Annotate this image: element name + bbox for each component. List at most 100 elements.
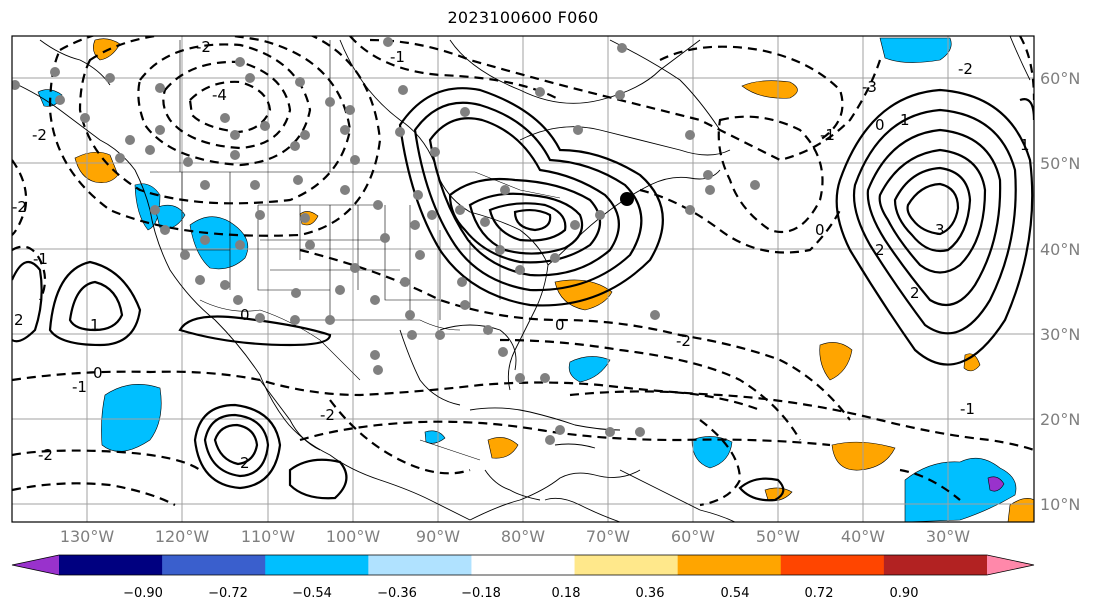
positive-area bbox=[487, 437, 519, 459]
lon-label: 90°W bbox=[416, 527, 460, 546]
negative-contour bbox=[162, 60, 292, 150]
contour-label: -1 bbox=[960, 400, 975, 418]
lon-label: 100°W bbox=[326, 527, 381, 546]
colorbar-tick: −0.18 bbox=[461, 586, 501, 601]
contour-label: -2 bbox=[12, 198, 27, 216]
negative-contour bbox=[329, 399, 471, 475]
negative-contour bbox=[188, 80, 272, 134]
contour-label: -1 bbox=[33, 250, 48, 268]
colorbar-segment bbox=[162, 555, 266, 575]
contour-label: -2 bbox=[38, 446, 53, 464]
colorbar-tick: −0.72 bbox=[208, 586, 248, 601]
colorbar-segment bbox=[471, 555, 576, 575]
negative-area bbox=[691, 436, 733, 469]
contour-label: -2 bbox=[196, 38, 211, 56]
positive-area bbox=[819, 342, 853, 381]
lon-label: 80°W bbox=[501, 527, 545, 546]
positive-contour bbox=[488, 202, 567, 242]
contour-label: -4 bbox=[212, 86, 227, 104]
negative-contour bbox=[12, 245, 47, 301]
colorbar-outline bbox=[11, 554, 1035, 576]
positive-contour bbox=[835, 88, 1034, 366]
lat-label: 10°N bbox=[1040, 495, 1080, 514]
contours bbox=[12, 87, 1034, 502]
contour-label: 3 bbox=[935, 221, 945, 239]
colorbar-segment bbox=[677, 555, 782, 575]
positive-contour bbox=[193, 403, 282, 490]
lon-label: 50°W bbox=[756, 527, 800, 546]
positive-area bbox=[74, 151, 119, 183]
lon-label: 120°W bbox=[155, 527, 210, 546]
contour-labels: -2 -4 -1 -3 -2 -1 0 1 2 3 1 0 -2 -1 -1 2… bbox=[12, 38, 1030, 472]
contour-label: -2 bbox=[32, 126, 47, 144]
colorbar-segment bbox=[368, 555, 472, 575]
negative-contour bbox=[639, 188, 841, 254]
positive-contour bbox=[893, 166, 972, 253]
colorbar-segment bbox=[574, 555, 679, 575]
colorbar-tick: −0.54 bbox=[292, 586, 332, 601]
positive-contour bbox=[48, 260, 142, 347]
contour-label: 0 bbox=[93, 364, 103, 382]
negative-contours bbox=[12, 36, 1034, 507]
lon-label: 70°W bbox=[586, 527, 630, 546]
positive-contour bbox=[448, 177, 602, 264]
positive-contour bbox=[906, 182, 960, 236]
positive-contour bbox=[513, 208, 552, 232]
colorbar-tick: 0.54 bbox=[721, 586, 750, 601]
negative-contour bbox=[717, 115, 824, 234]
colorbar bbox=[11, 554, 1035, 576]
positive-contour bbox=[68, 280, 124, 332]
contour-label: 0 bbox=[875, 116, 885, 134]
negative-contour bbox=[659, 45, 844, 141]
contour-label: 2 bbox=[875, 241, 885, 259]
negative-contour bbox=[299, 420, 831, 447]
negative-contour bbox=[12, 159, 28, 236]
positive-contour bbox=[398, 87, 664, 307]
colorbar-tick: 0.18 bbox=[552, 586, 581, 601]
colorbar-segment bbox=[883, 555, 988, 575]
positive-contour bbox=[288, 458, 348, 500]
contour-label: -1 bbox=[820, 126, 835, 144]
contour-label: 1 bbox=[1020, 136, 1030, 154]
contour-label: 2 bbox=[240, 454, 250, 472]
negative-area bbox=[134, 183, 161, 231]
colorbar-tick-labels: −0.90 −0.72 −0.54 −0.36 −0.18 0.18 0.36 … bbox=[123, 586, 918, 601]
negative-contour bbox=[1019, 36, 1034, 101]
latitude-labels: 60°N 50°N 40°N 30°N 20°N 10°N bbox=[1040, 69, 1080, 514]
contour-label: -2 bbox=[320, 406, 335, 424]
colorbar-extend-low bbox=[12, 555, 59, 575]
contour-label: -3 bbox=[862, 78, 877, 96]
negative-contour bbox=[499, 338, 801, 441]
negative-area bbox=[189, 216, 249, 270]
colorbar-segment bbox=[59, 555, 163, 575]
colorbar-tick: 0.36 bbox=[636, 586, 665, 601]
contour-label: -1 bbox=[390, 48, 405, 66]
positive-contour bbox=[12, 260, 43, 343]
negative-contour bbox=[78, 36, 352, 205]
colorbar-tick: 0.72 bbox=[805, 586, 834, 601]
lat-label: 20°N bbox=[1040, 410, 1080, 429]
political-borders bbox=[150, 40, 561, 461]
positive-contour bbox=[878, 148, 987, 274]
positive-contour bbox=[213, 423, 259, 466]
negative-contour bbox=[12, 482, 176, 506]
colorbar-segment bbox=[780, 555, 885, 575]
lat-label: 50°N bbox=[1040, 154, 1080, 173]
map-frame bbox=[11, 35, 1035, 523]
positive-contour bbox=[203, 413, 270, 478]
colorbar-tick: −0.36 bbox=[377, 586, 417, 601]
negative-contour bbox=[299, 248, 851, 421]
contour-label: 2 bbox=[14, 311, 24, 329]
negative-contour bbox=[137, 43, 312, 167]
positive-area bbox=[741, 80, 798, 99]
lat-label: 30°N bbox=[1040, 325, 1080, 344]
colorbar-tick: 0.90 bbox=[890, 586, 919, 601]
colorbar-segment bbox=[265, 555, 369, 575]
positive-contour bbox=[178, 315, 332, 347]
colorbar-tick: −0.90 bbox=[123, 586, 163, 601]
lon-label: 40°W bbox=[841, 527, 885, 546]
negative-contour bbox=[12, 449, 201, 471]
lon-label: 110°W bbox=[241, 527, 296, 546]
negative-contour bbox=[12, 370, 1034, 452]
